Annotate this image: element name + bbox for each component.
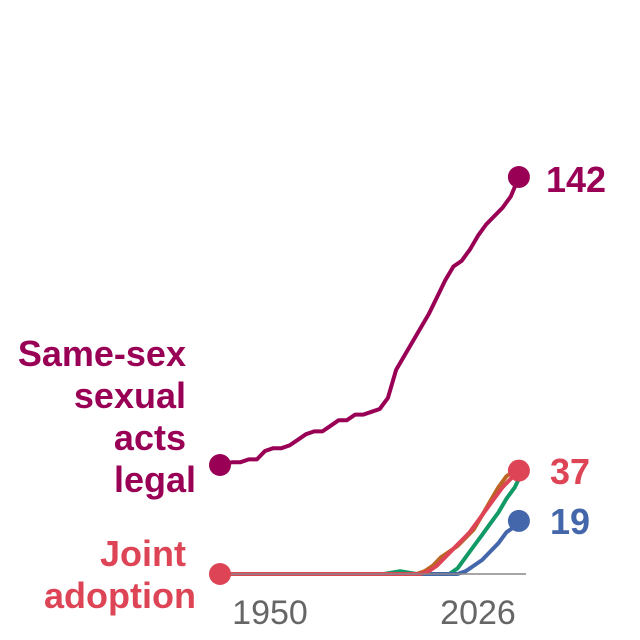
label-line-1: Same-sex <box>18 333 186 374</box>
series-1-end-point <box>507 459 530 482</box>
series-line-0 <box>218 175 521 467</box>
label-line-4: legal <box>114 459 196 500</box>
series-label-joint-adoption: Joint adoption <box>44 533 196 616</box>
label-line-2: adoption <box>44 575 196 616</box>
label-line-1: Joint <box>100 533 186 574</box>
end-value-37: 37 <box>550 451 590 492</box>
label-line-3: acts <box>114 417 186 458</box>
x-tick-1950: 1950 <box>232 594 308 632</box>
series-label-same-sex-acts: Same-sex sexual acts legal <box>18 333 196 500</box>
series-endpoints <box>209 166 530 585</box>
series-0-end-point <box>507 166 530 188</box>
end-value-19: 19 <box>550 501 590 542</box>
end-value-142: 142 <box>546 159 606 200</box>
series-line-2 <box>218 468 521 576</box>
label-line-2: sexual <box>74 375 186 416</box>
series-0-start-point <box>209 454 231 476</box>
series-line-4 <box>218 518 521 576</box>
x-tick-2026: 2026 <box>440 594 516 632</box>
series-1-start-point <box>209 563 231 585</box>
series-4-end-point <box>507 509 530 532</box>
series-lines <box>218 175 521 576</box>
series-line-3 <box>218 476 521 576</box>
series-line-1 <box>218 468 521 576</box>
